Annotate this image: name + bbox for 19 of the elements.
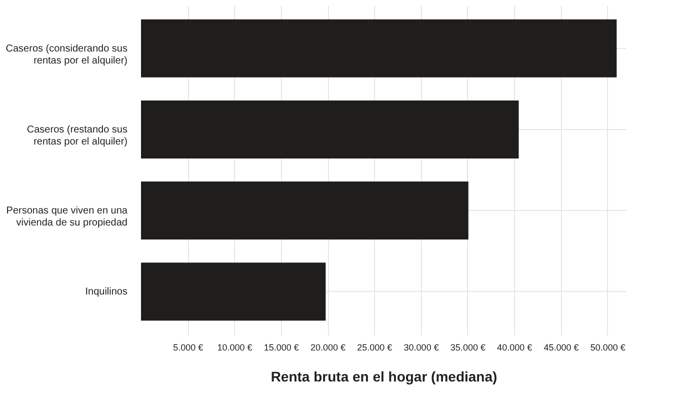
y-tick-label: Caseros (restando sus rentas por el alquiler) [26, 124, 128, 148]
x-tick-label: 25.000 € [357, 342, 392, 352]
x-tick-label: 15.000 € [264, 342, 299, 352]
x-tick-label: 35.000 € [450, 342, 486, 352]
x-axis-title: Renta bruta en el hogar (mediana) [270, 368, 498, 384]
y-tick-label: Inquilinos [85, 286, 128, 298]
bar [141, 19, 617, 78]
x-tick-label: 20.000 € [310, 342, 346, 352]
bar [141, 182, 468, 240]
x-tick-label: 40.000 € [497, 342, 532, 352]
bar [141, 100, 519, 158]
x-tick-label: 5.000 € [173, 342, 204, 352]
x-tick-label: 45.000 € [544, 342, 579, 352]
x-tick-label: 30.000 € [404, 342, 439, 352]
x-tick-label: 10.000 € [217, 342, 252, 352]
x-tick-label: 50.000 € [590, 342, 626, 352]
bar [141, 262, 326, 321]
y-tick-label: Caseros (considerando sus rentas por el alquiler) [6, 43, 128, 66]
y-tick-label: Personas que viven en una vivienda de su propiedad [6, 206, 128, 229]
